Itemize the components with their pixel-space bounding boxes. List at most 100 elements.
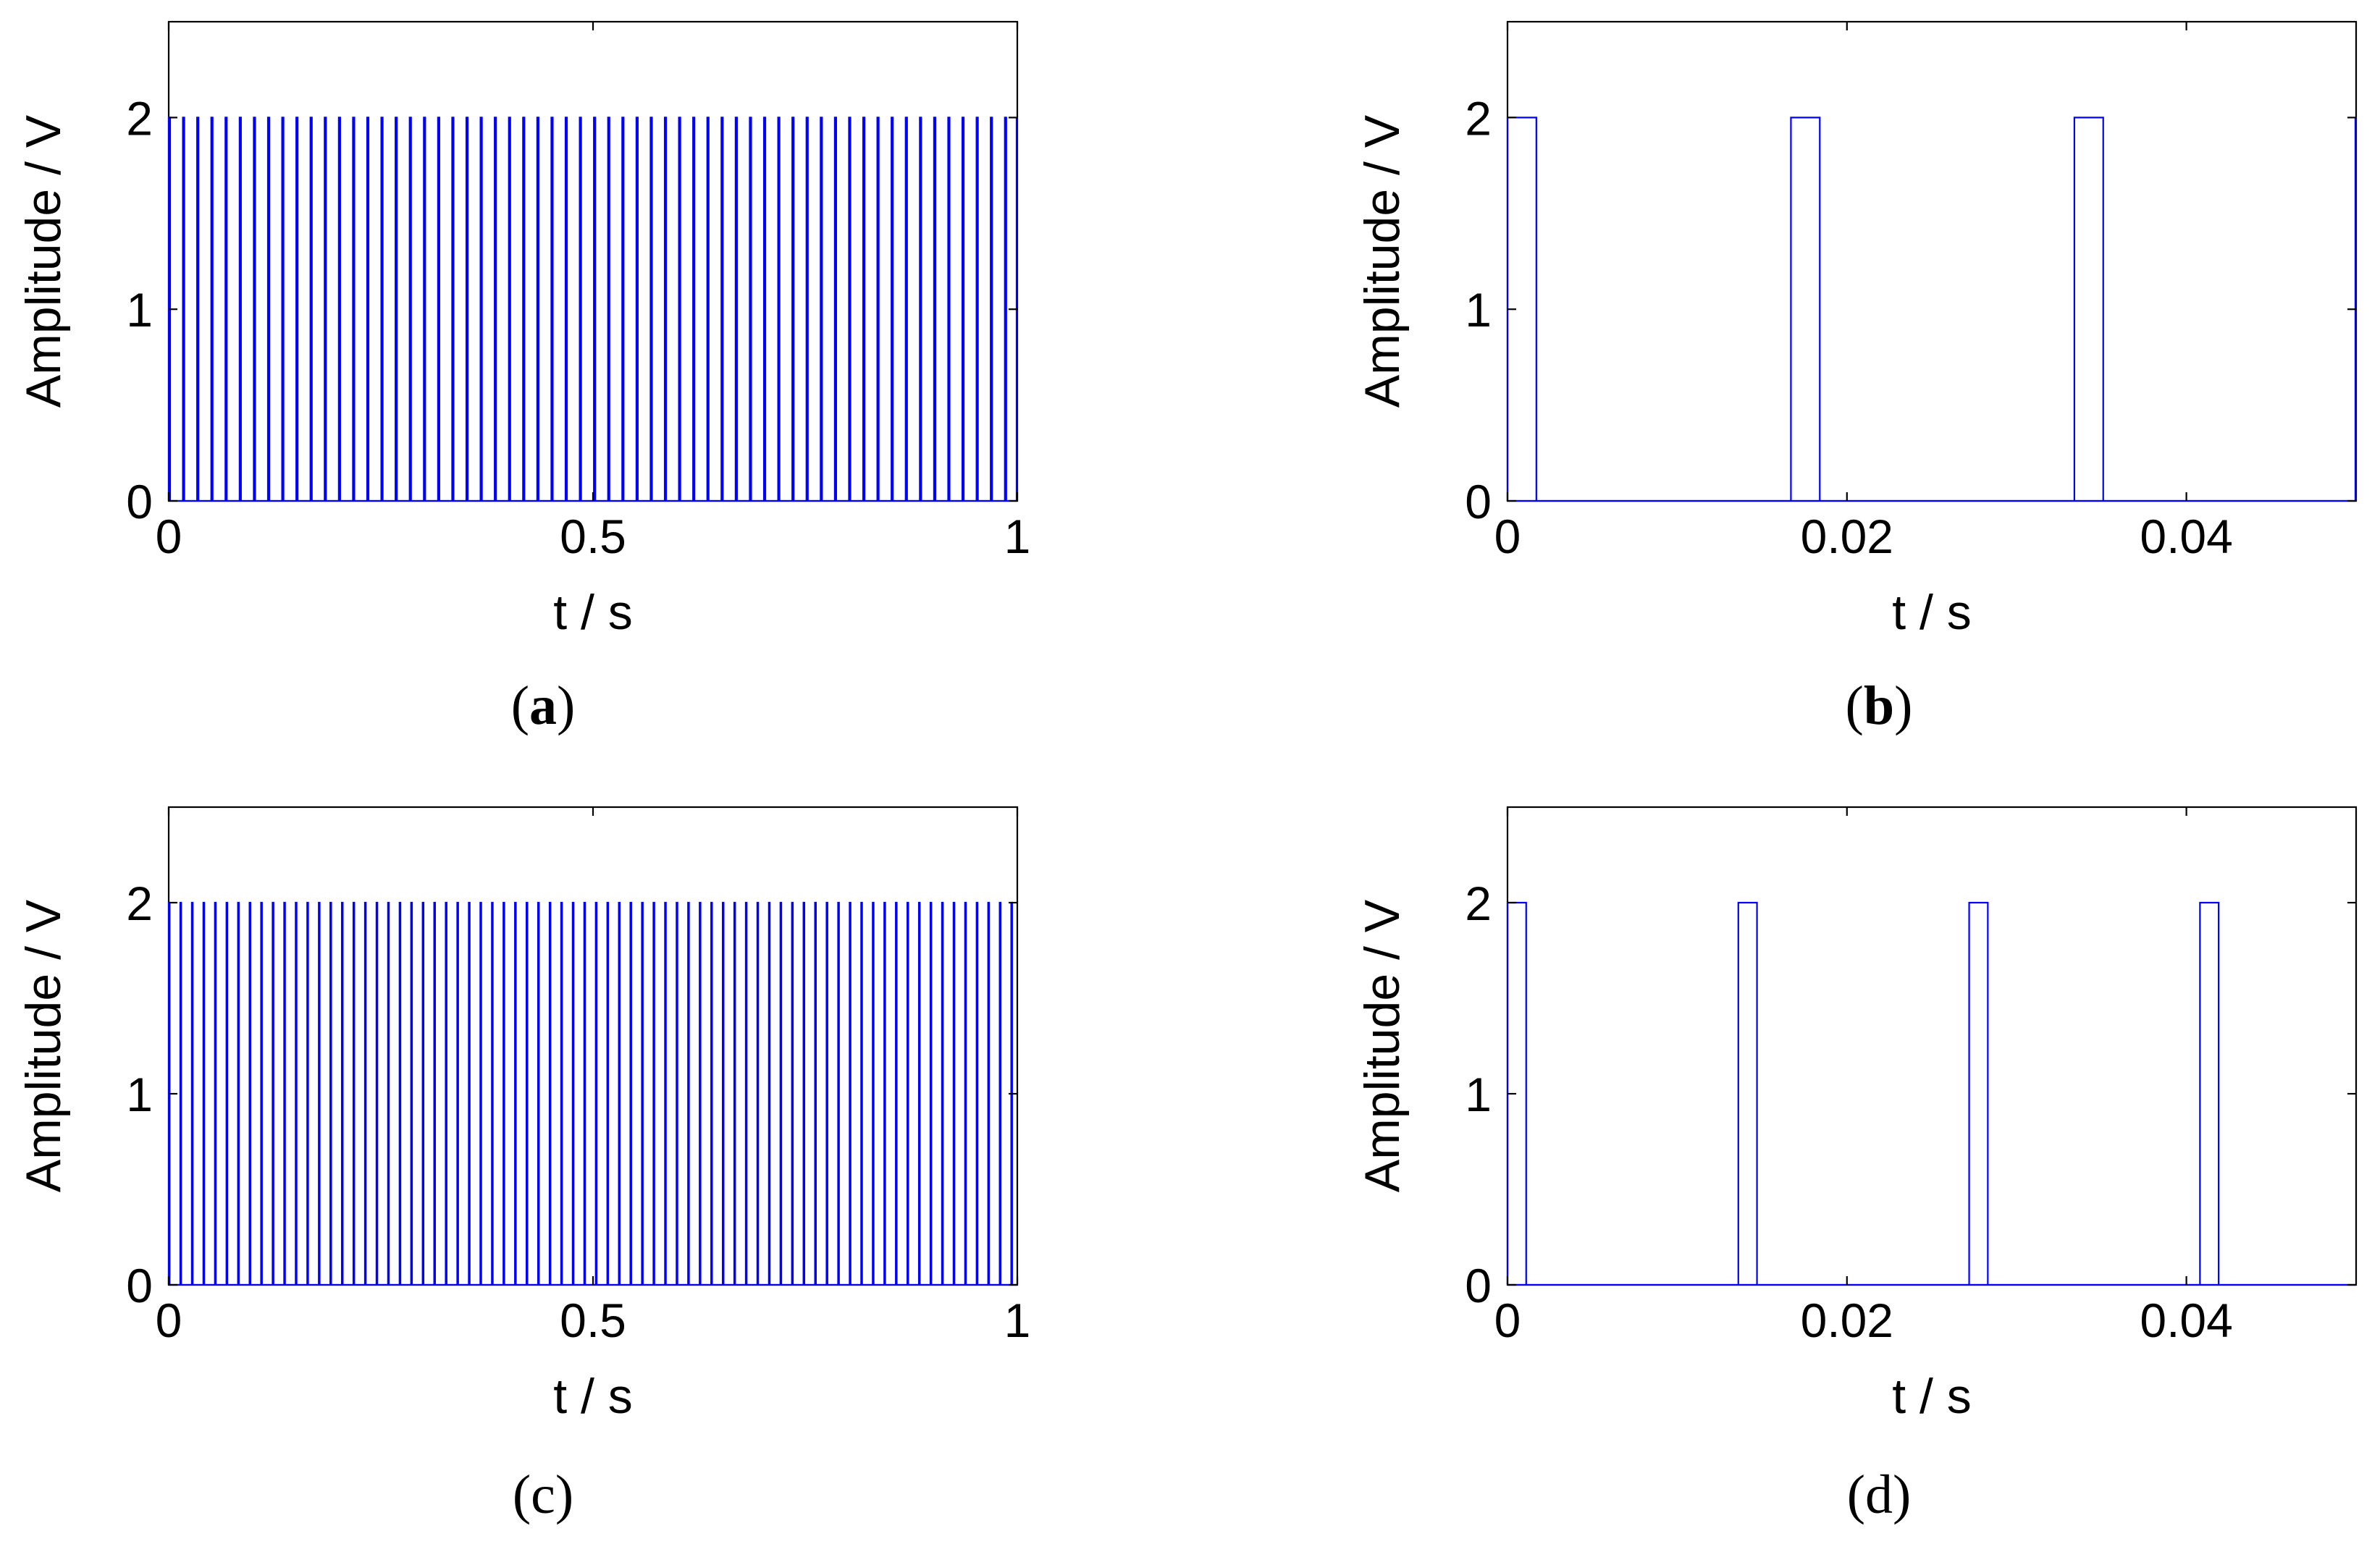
pulse-66: [929, 901, 933, 1285]
pulse-34: [649, 117, 653, 501]
pulse-51: [891, 117, 894, 501]
pulse-56: [961, 117, 965, 501]
pulse-56: [814, 901, 817, 1285]
pulse-series: [1506, 117, 2357, 502]
pulse-47: [710, 901, 713, 1285]
pulse-31: [607, 117, 610, 501]
y-tick-label: 1: [126, 283, 153, 337]
pulse-20: [451, 117, 455, 501]
pulse-7: [248, 901, 251, 1285]
pulse-71: [987, 901, 991, 1285]
pulse-23: [433, 901, 436, 1285]
y-tick-label: 1: [1465, 1068, 1492, 1121]
pulse-27: [479, 901, 482, 1285]
pulse-13: [352, 117, 356, 501]
pulse-series: [167, 901, 1017, 1286]
x-tick-label: 0: [1494, 510, 1521, 563]
pulse-62: [883, 901, 886, 1285]
pulse-9: [295, 117, 299, 501]
pulse-2: [196, 117, 200, 501]
panel-caption-letter: d: [1865, 1464, 1893, 1525]
pulse-41: [641, 901, 644, 1285]
pulse-59: [849, 901, 851, 1285]
y-axis-label: Amplitude / V: [1355, 114, 1410, 408]
pulse-12: [306, 901, 309, 1285]
pulse-39: [720, 117, 724, 501]
pulse-52: [768, 901, 771, 1285]
pulse-29: [579, 117, 582, 501]
pulse-14: [366, 117, 370, 501]
pulse-59: [1004, 117, 1007, 501]
pulse-17: [363, 901, 367, 1285]
pulse-25: [522, 117, 526, 501]
y-tick-label: 0: [1465, 1259, 1492, 1312]
pulse-35: [663, 117, 668, 501]
x-tick-label: 0.04: [2140, 1294, 2232, 1347]
pulse-10: [283, 901, 286, 1285]
y-tick-label: 2: [126, 877, 153, 930]
pulse-24: [508, 117, 511, 501]
x-tick-label: 0: [156, 510, 182, 563]
pulse-series: [167, 117, 1018, 502]
pulse-series: [1506, 901, 2356, 1286]
pulse-43: [777, 117, 781, 501]
pulse-49: [862, 117, 866, 501]
pulse-49: [733, 901, 736, 1285]
pulse-2: [2073, 117, 2104, 501]
pulse-24: [445, 901, 447, 1285]
pulse-57: [975, 117, 979, 501]
pulse-3: [202, 901, 206, 1285]
pulse-21: [410, 901, 413, 1285]
x-axis-label: t / s: [553, 1369, 633, 1424]
pulse-28: [564, 117, 568, 501]
x-tick-label: 0.02: [1801, 1294, 1893, 1347]
pulse-69: [964, 901, 967, 1285]
pulse-26: [536, 117, 539, 501]
y-tick-label: 0: [126, 1259, 153, 1312]
pulse-61: [872, 901, 875, 1285]
x-tick-label: 0.5: [560, 1294, 626, 1347]
panel-caption: (c): [513, 1464, 573, 1525]
chart-panel-a: 0 0.5 1 0 1 2 t / s Amplitude / V (a): [16, 20, 1030, 736]
chart-panel-b: 0 0.02 0.04 0 1 2 t / s Amplitude / V (b): [1355, 20, 2358, 736]
pulse-7: [266, 117, 271, 501]
pulse-46: [699, 901, 702, 1285]
x-tick-label: 0.02: [1801, 510, 1893, 563]
pulse-40: [734, 117, 738, 501]
y-tick-label: 1: [126, 1068, 153, 1121]
y-axis-label: Amplitude / V: [16, 899, 71, 1192]
pulse-34: [560, 901, 563, 1285]
pulse-22: [479, 117, 483, 501]
pulse-37: [692, 117, 696, 501]
pulse-47: [833, 117, 837, 501]
pulse-44: [676, 901, 678, 1285]
pulse-29: [503, 901, 505, 1285]
pulse-6: [237, 901, 240, 1285]
y-tick-label: 2: [1465, 877, 1492, 930]
panel-caption-letter: a: [529, 675, 557, 736]
pulse-38: [706, 117, 710, 501]
pulse-1: [179, 901, 182, 1285]
pulse-53: [919, 117, 922, 501]
x-axis-label: t / s: [1892, 1369, 1972, 1424]
pulse-64: [907, 901, 909, 1285]
pulse-32: [537, 901, 540, 1285]
y-tick-label: 0: [126, 475, 153, 528]
pulse-2: [190, 901, 194, 1285]
pulse-36: [678, 117, 681, 501]
pulse-65: [917, 901, 921, 1285]
panel-caption-letter: b: [1864, 675, 1894, 736]
pulse-32: [621, 117, 625, 501]
pulse-19: [437, 117, 440, 501]
pulse-1: [1737, 901, 1758, 1285]
pulse-50: [876, 117, 880, 501]
pulse-22: [421, 901, 425, 1285]
chart-panel-d: 0 0.02 0.04 0 1 2 t / s Amplitude / V (d): [1355, 806, 2358, 1525]
pulse-50: [744, 901, 748, 1285]
pulse-11: [324, 117, 327, 501]
x-tick-label: 1: [1004, 1294, 1031, 1347]
pulse-36: [583, 901, 586, 1285]
pulse-42: [652, 901, 655, 1285]
pulse-42: [762, 117, 767, 501]
pulse-45: [805, 117, 809, 501]
